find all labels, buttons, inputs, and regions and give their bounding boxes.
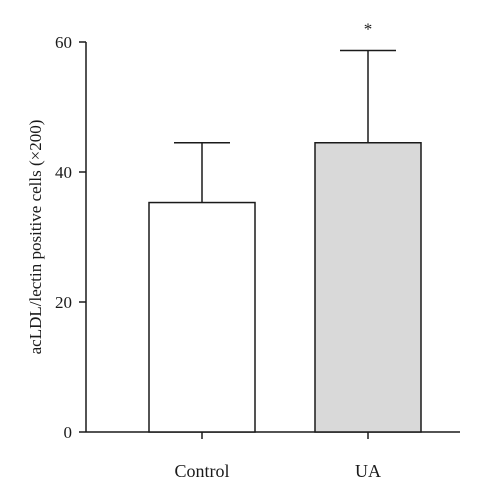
significance-marker: * (364, 19, 373, 38)
y-tick-label: 0 (64, 423, 73, 442)
x-tick-label: UA (355, 461, 381, 481)
y-axis-label: acLDL/lectin positive cells (×200) (26, 120, 45, 355)
x-tick-label: Control (174, 461, 229, 481)
y-tick-label: 40 (55, 163, 72, 182)
x-axis-ticks: Control UA (174, 432, 381, 481)
y-axis-ticks: 0 20 40 60 (55, 33, 86, 442)
bars-group: * (148, 19, 422, 433)
bar-control (148, 201, 256, 433)
bar-ua (314, 142, 422, 433)
y-tick-label: 60 (55, 33, 72, 52)
y-axis-label-group: acLDL/lectin positive cells (×200) (26, 120, 45, 355)
y-tick-label: 20 (55, 293, 72, 312)
